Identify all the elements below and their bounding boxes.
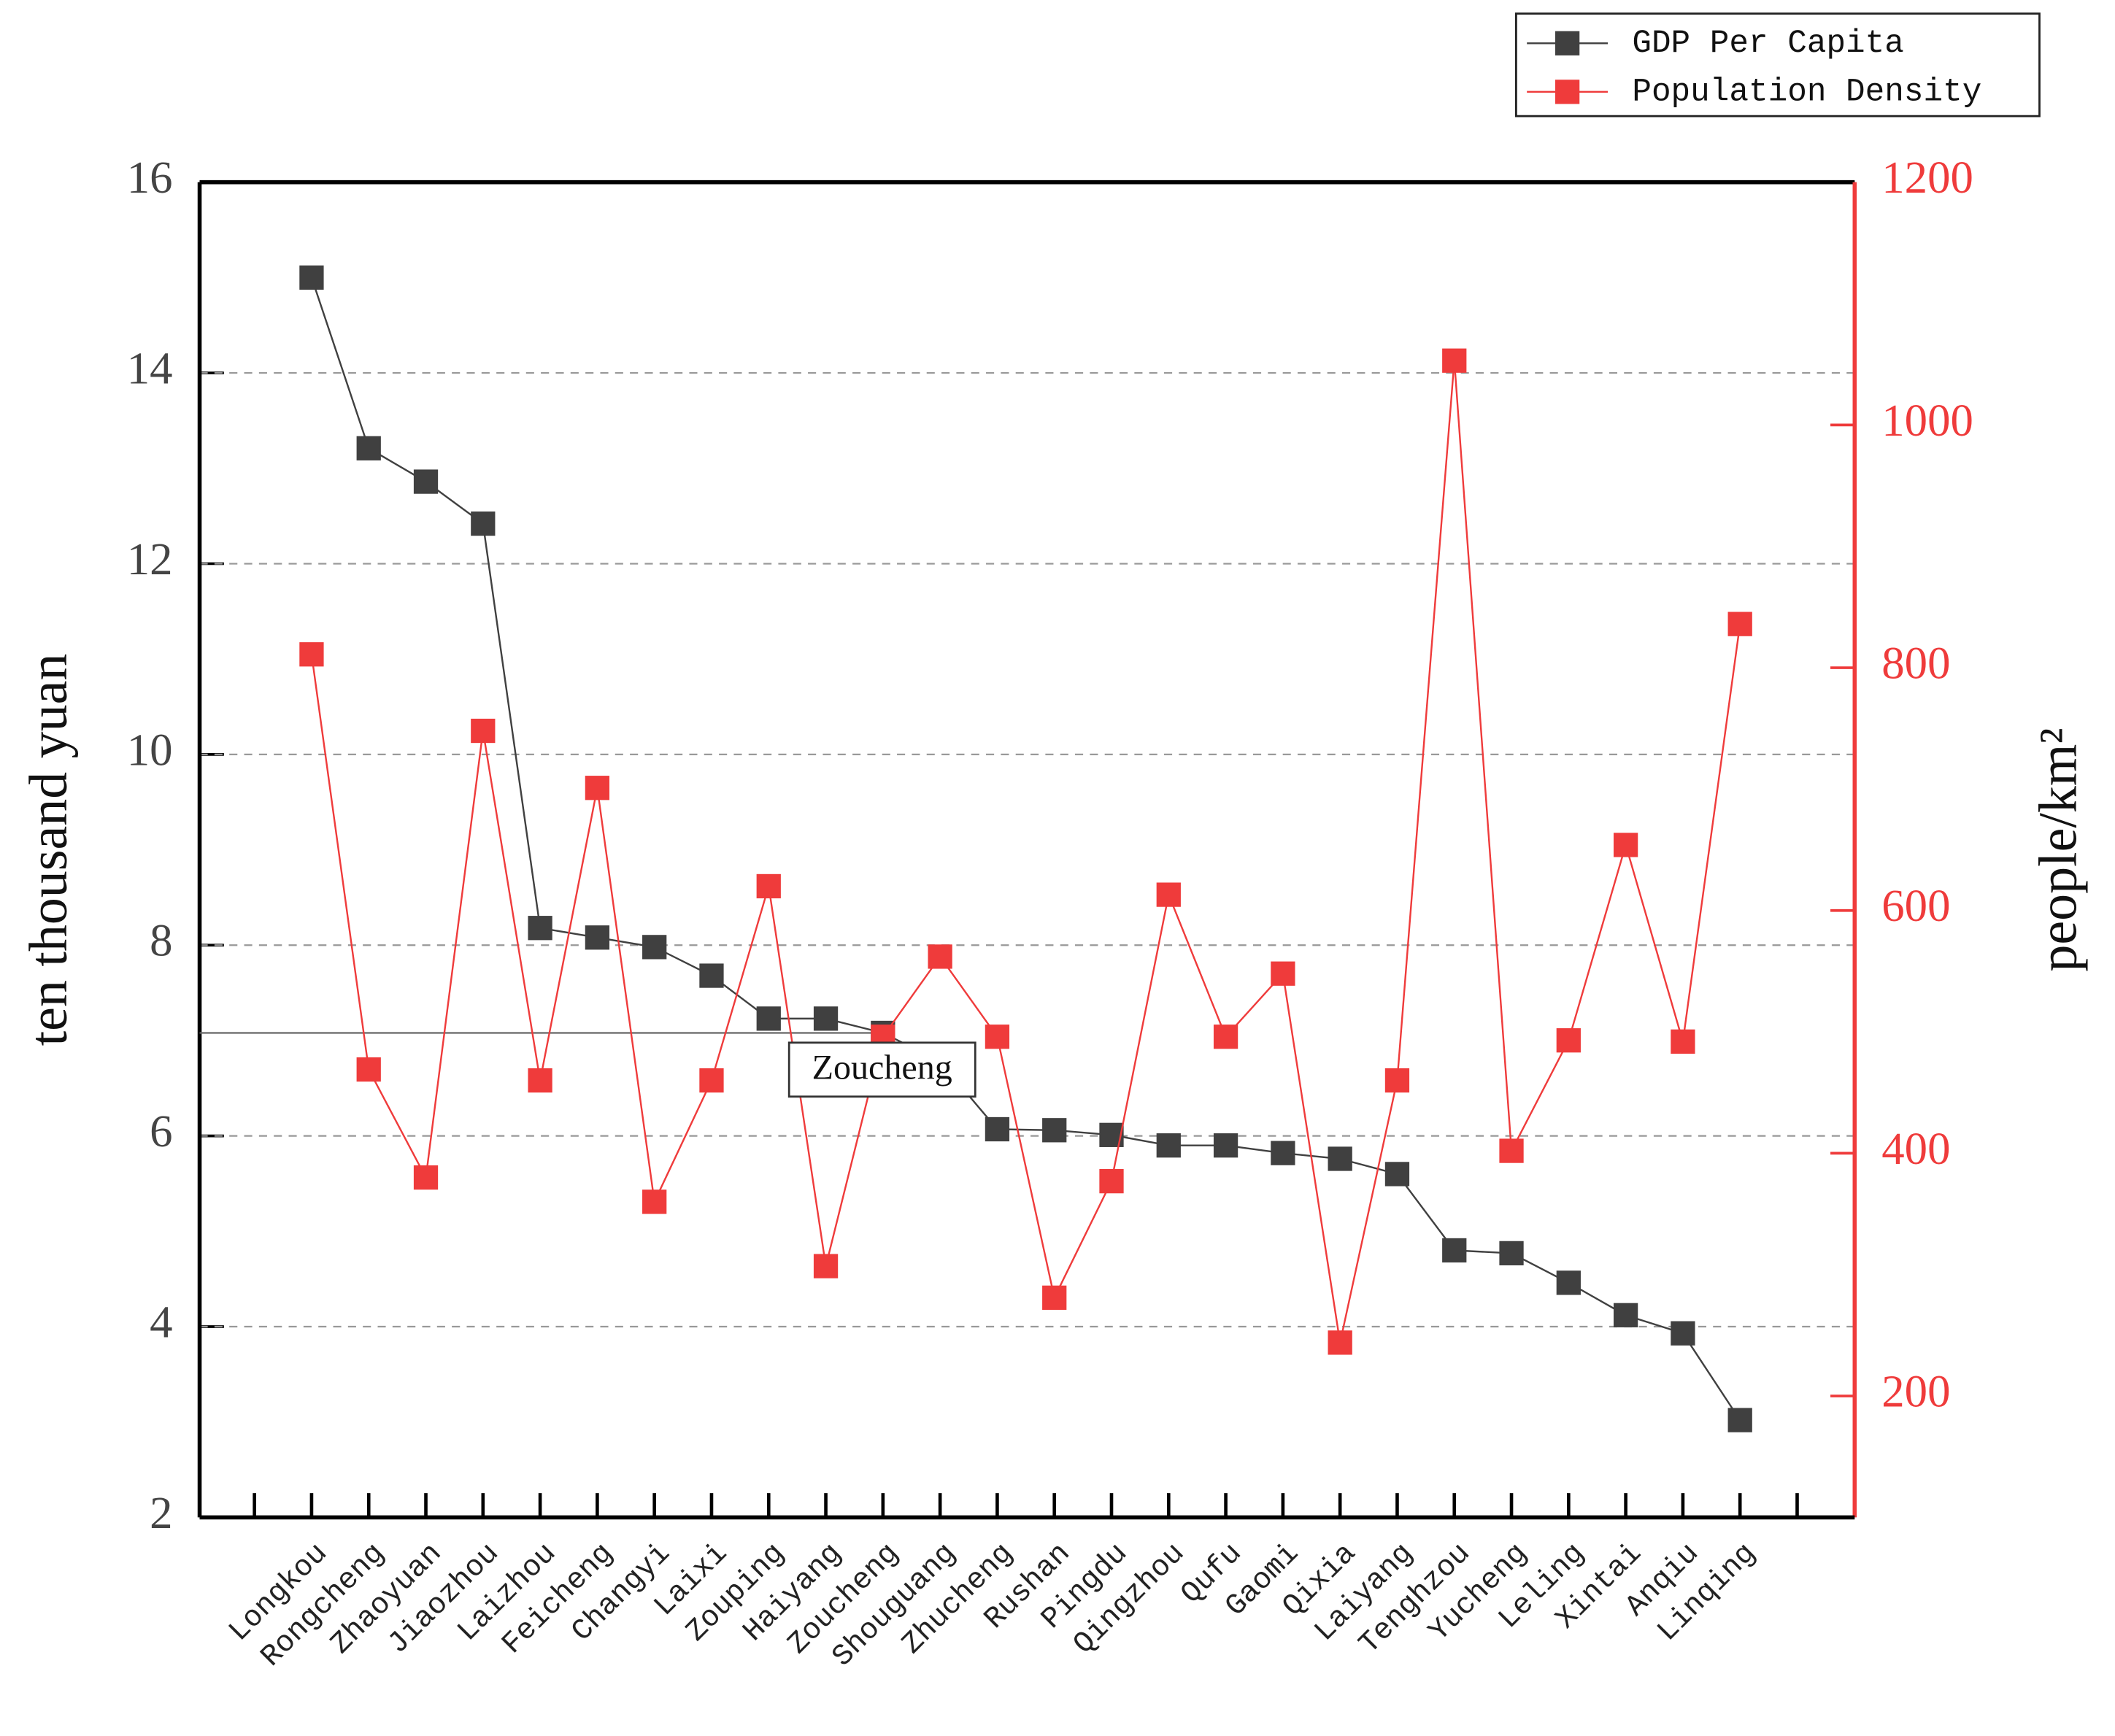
y2-tick-label: 1200 (1881, 152, 1973, 203)
marker (356, 436, 381, 460)
marker (1613, 1303, 1638, 1327)
marker (356, 1057, 381, 1082)
marker (1556, 1270, 1581, 1295)
y-tick-label: 2 (150, 1487, 172, 1538)
marker (985, 1116, 1010, 1142)
marker (756, 1006, 781, 1031)
y-tick-label: 16 (127, 152, 173, 203)
marker (813, 1254, 839, 1278)
y-axis-label: ten thousand yuan (18, 654, 78, 1046)
marker (1727, 1408, 1752, 1432)
marker (642, 1189, 667, 1214)
marker (928, 944, 952, 969)
marker (1384, 1068, 1410, 1093)
legend-label: Population Density (1632, 74, 1981, 111)
legend-label: GDP Per Capita (1632, 26, 1904, 62)
marker (1442, 348, 1467, 373)
marker (299, 265, 324, 290)
marker (471, 511, 496, 536)
marker (813, 1006, 839, 1031)
marker (1271, 961, 1295, 986)
y2-axis-label: people/km² (2028, 728, 2088, 971)
marker (1328, 1146, 1352, 1171)
marker (413, 469, 439, 494)
marker (1042, 1285, 1067, 1310)
y2-tick-label: 800 (1881, 637, 1950, 688)
annotation: Zoucheng (812, 1049, 952, 1087)
marker (528, 1068, 552, 1093)
marker (1328, 1330, 1352, 1355)
marker (413, 1165, 439, 1190)
y2-tick-label: 400 (1881, 1123, 1950, 1174)
marker (1613, 833, 1638, 857)
marker (699, 963, 724, 988)
marker (756, 873, 781, 899)
marker (1499, 1138, 1524, 1163)
annotation-box (787, 1041, 976, 1098)
series-line (310, 360, 1741, 1343)
marker (471, 718, 496, 744)
legend-marker (1555, 80, 1580, 104)
marker (1156, 1133, 1181, 1158)
legend-marker (1555, 31, 1580, 55)
marker (1499, 1241, 1524, 1266)
marker (1213, 1025, 1238, 1049)
marker (1099, 1169, 1124, 1194)
marker (1271, 1141, 1295, 1165)
series-line (310, 277, 1741, 1421)
y-tick-label: 4 (150, 1296, 172, 1347)
y-tick-label: 10 (127, 724, 173, 775)
marker (1671, 1029, 1695, 1054)
y-tick-label: 8 (150, 915, 172, 966)
marker (1156, 882, 1181, 907)
marker (1213, 1133, 1238, 1158)
y2-tick-label: 600 (1881, 880, 1950, 931)
marker (1384, 1162, 1410, 1187)
marker (299, 642, 324, 667)
y2-tick-label: 200 (1881, 1365, 1950, 1416)
marker (1727, 612, 1752, 636)
marker (528, 916, 552, 941)
marker (1671, 1321, 1695, 1346)
marker (1556, 1028, 1581, 1053)
y-tick-label: 14 (127, 342, 173, 393)
marker (1442, 1238, 1467, 1263)
legend-box (1515, 12, 2041, 117)
marker (699, 1068, 724, 1093)
y2-tick-label: 1000 (1881, 395, 1973, 446)
marker (985, 1025, 1010, 1049)
y-tick-label: 12 (127, 533, 173, 585)
marker (1042, 1118, 1067, 1143)
y-tick-label: 6 (150, 1106, 172, 1157)
marker (642, 935, 667, 960)
marker (585, 776, 610, 801)
marker (585, 925, 610, 950)
